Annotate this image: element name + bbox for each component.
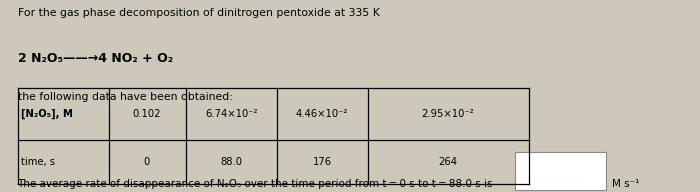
Text: 0.102: 0.102 [133,109,161,119]
Text: The average rate of disappearance of N₂O₅ over the time period from t = 0 s to t: The average rate of disappearance of N₂O… [18,179,493,189]
Text: the following data have been obtained:: the following data have been obtained: [18,92,232,102]
Text: 4.46×10⁻²: 4.46×10⁻² [296,109,348,119]
Text: time, s: time, s [21,157,55,167]
Text: For the gas phase decomposition of dinitrogen pentoxide at 335 K: For the gas phase decomposition of dinit… [18,8,379,18]
Text: 2.95×10⁻²: 2.95×10⁻² [421,109,475,119]
Text: 6.74×10⁻²: 6.74×10⁻² [204,109,258,119]
Text: 88.0: 88.0 [220,157,242,167]
Text: M s⁻¹: M s⁻¹ [612,179,640,189]
Text: 0: 0 [144,157,150,167]
Text: [N₂O₅], M: [N₂O₅], M [21,109,73,119]
Text: 176: 176 [312,157,332,167]
Text: 264: 264 [438,157,458,167]
Text: 2 N₂O₅——→4 NO₂ + O₂: 2 N₂O₅——→4 NO₂ + O₂ [18,52,173,65]
